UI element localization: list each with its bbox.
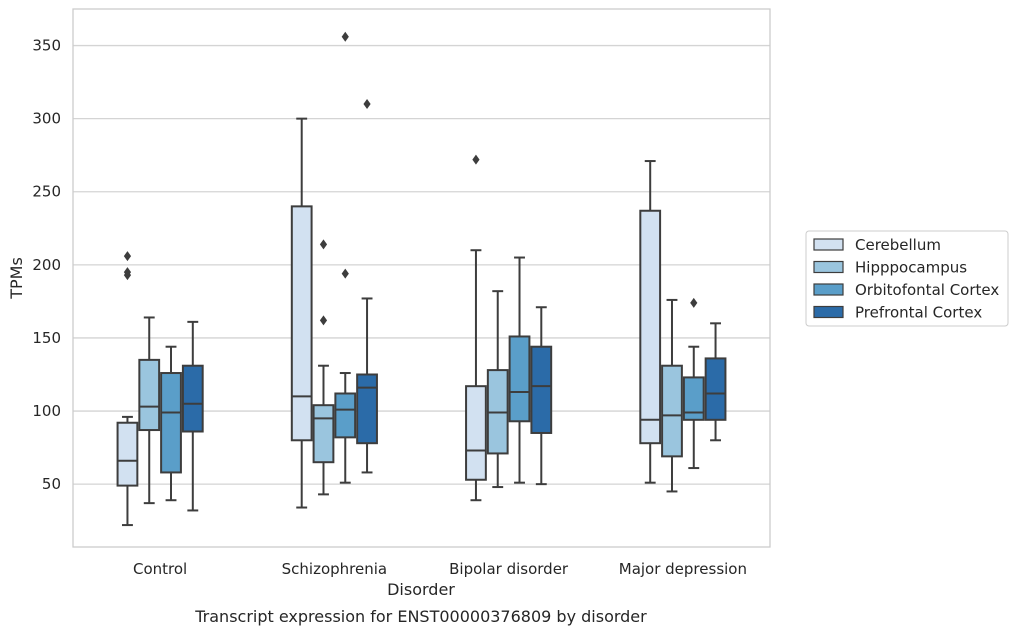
y-tick-label: 50 xyxy=(42,475,61,493)
legend-label: Orbitofontal Cortex xyxy=(855,281,999,299)
legend-swatch xyxy=(813,283,844,296)
chart-title: Transcript expression for ENST0000037680… xyxy=(194,607,647,626)
y-tick-label: 200 xyxy=(32,256,61,274)
x-tick-label: Bipolar disorder xyxy=(449,560,569,578)
legend-swatch xyxy=(813,305,844,319)
legend-label: Hipppocampus xyxy=(855,259,967,277)
y-tick-label: 100 xyxy=(32,402,61,420)
box xyxy=(530,345,553,434)
y-axis-ticks: 50 100 150 200 250 300 350 xyxy=(32,37,61,494)
outlier-point xyxy=(363,99,371,110)
box xyxy=(465,385,487,481)
box xyxy=(312,404,335,464)
plot-area-frame xyxy=(72,8,771,548)
box xyxy=(356,373,378,445)
outlier-point xyxy=(341,31,349,42)
box xyxy=(704,357,727,421)
legend-label: Cerebellum xyxy=(855,236,941,254)
x-axis-ticks: Control Schizophrenia Bipolar disorder Majo… xyxy=(133,560,747,578)
series-group xyxy=(116,117,662,527)
x-tick-label: Control xyxy=(133,560,187,578)
box xyxy=(661,364,683,458)
box xyxy=(116,421,139,487)
box xyxy=(160,372,182,474)
legend-swatch xyxy=(813,238,844,251)
series-group xyxy=(181,99,727,512)
outlier-point xyxy=(123,267,132,278)
box xyxy=(181,364,204,433)
series-group xyxy=(138,239,683,505)
legend: Cerebellum Hipppocampus Orbitofontal Corte… xyxy=(805,230,1009,327)
box-series xyxy=(116,31,727,527)
y-tick-label: 300 xyxy=(32,110,61,128)
x-axis-title: Disorder xyxy=(387,580,455,599)
y-tick-label: 350 xyxy=(32,37,61,55)
box xyxy=(639,209,662,445)
legend-frame xyxy=(805,230,1009,327)
y-tick-label: 150 xyxy=(32,329,61,347)
outlier-point xyxy=(123,251,132,262)
outlier-point xyxy=(341,268,349,279)
y-tick-label: 250 xyxy=(32,183,61,201)
box xyxy=(508,335,531,423)
outlier-point xyxy=(319,239,328,250)
outlier-point xyxy=(472,154,480,165)
legend-swatch xyxy=(813,260,844,274)
series-group xyxy=(160,31,705,502)
box xyxy=(682,376,705,421)
box xyxy=(290,205,313,442)
x-tick-label: Major depression xyxy=(619,560,747,578)
box xyxy=(138,358,161,432)
outlier-point xyxy=(319,315,328,326)
legend-label: Prefrontal Cortex xyxy=(855,304,982,322)
x-tick-label: Schizophrenia xyxy=(282,560,387,578)
outlier-point xyxy=(690,297,698,308)
box xyxy=(334,392,357,439)
y-axis-title: TPMs xyxy=(7,257,26,300)
